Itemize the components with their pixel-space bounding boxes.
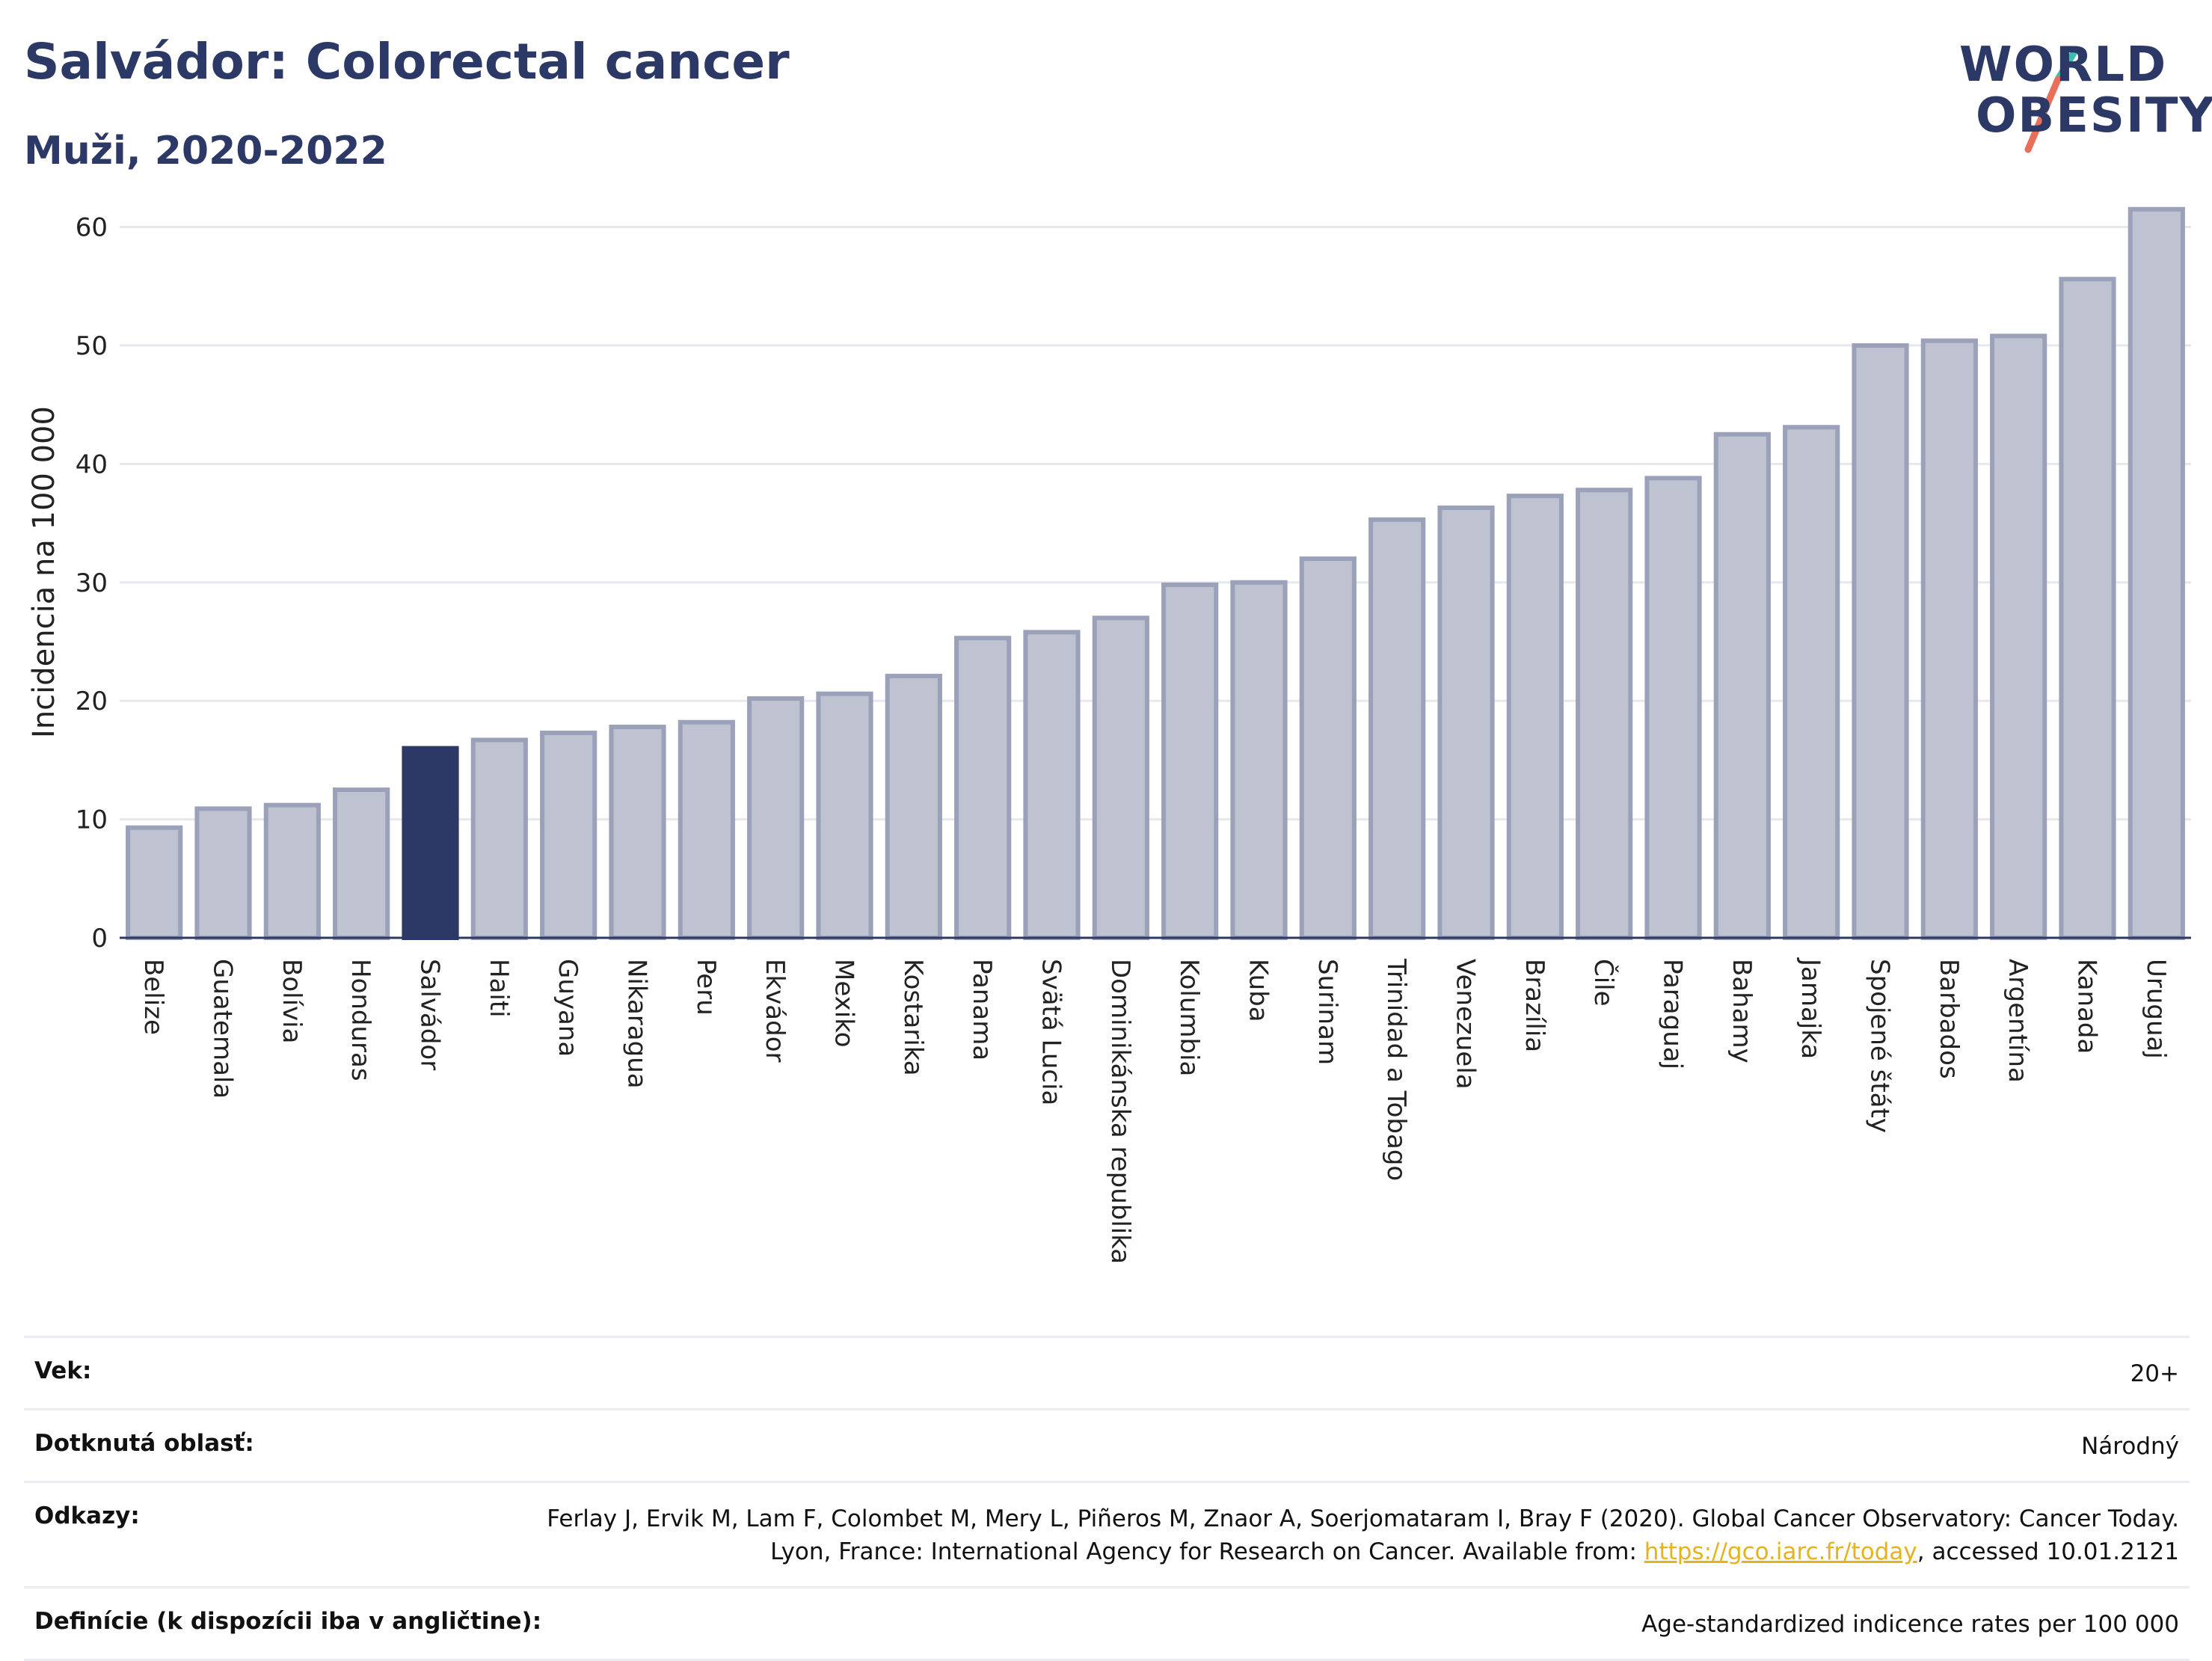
bar[interactable] [954, 636, 1012, 940]
age-value: 20+ [2130, 1360, 2179, 1387]
y-tick-label: 30 [76, 568, 108, 598]
y-tick-label: 50 [76, 331, 108, 361]
bar[interactable] [2127, 206, 2185, 940]
bar[interactable] [1990, 334, 2047, 940]
x-tick-label: Guyana [553, 959, 583, 1057]
x-tick-label: Argentína [2003, 959, 2033, 1083]
bar[interactable] [1230, 580, 1288, 940]
logo-word-obesity: OBESITY [1976, 88, 2212, 144]
meta-row-age: Vek: 20+ [24, 1336, 2190, 1408]
x-tick-label: Peru [691, 959, 721, 1016]
world-obesity-logo: WORLD OBESITY [1944, 22, 2212, 157]
bar[interactable] [1092, 615, 1149, 940]
x-tick-label: Kanada [2072, 959, 2102, 1054]
bar[interactable] [678, 719, 735, 940]
x-tick-label: Paraguaj [1658, 959, 1688, 1069]
x-tick-label: Belize [138, 959, 168, 1035]
age-label: Vek: [34, 1357, 92, 1384]
logo-stroke-icon [2024, 46, 2080, 153]
meta-row-definitions: Definície (k dispozícii iba v angličtine… [24, 1586, 2190, 1661]
bar[interactable] [1576, 488, 1633, 940]
bar[interactable] [1506, 494, 1564, 940]
references-link[interactable]: https://gco.iarc.fr/today [1644, 1538, 1917, 1565]
bar[interactable] [609, 725, 666, 940]
x-tick-label: Barbados [1934, 959, 1964, 1079]
y-axis-label: Incidencia na 100 000 [27, 406, 61, 738]
x-tick-label: Salvádor [415, 959, 445, 1070]
x-tick-label: Spojené štáty [1865, 959, 1895, 1133]
x-tick-label: Guatemala [208, 959, 238, 1099]
x-tick-label: Trinidad a Tobago [1381, 958, 1411, 1181]
bar[interactable] [1644, 476, 1702, 940]
bar[interactable] [1713, 432, 1771, 940]
bar[interactable] [1437, 505, 1495, 940]
x-tick-label: Svätá Lucia [1036, 959, 1066, 1105]
y-tick-label: 10 [76, 805, 108, 835]
bar[interactable] [1783, 425, 1840, 940]
x-tick-label: Bolívia [277, 959, 307, 1043]
meta-row-references: Odkazy: Ferlay J, Ervik M, Lam F, Colomb… [24, 1481, 2190, 1586]
definitions-value: Age-standardized indicence rates per 100… [1641, 1611, 2179, 1638]
bar[interactable] [1368, 517, 1426, 940]
bar[interactable] [470, 737, 528, 940]
bar[interactable] [747, 696, 805, 940]
logo-word-world: WORLD [1959, 37, 2168, 93]
x-tick-label: Surinam [1312, 959, 1342, 1065]
meta-row-area: Dotknutá oblasť: Národný [24, 1408, 2190, 1481]
x-tick-label: Uruguaj [2141, 959, 2171, 1059]
y-tick-label: 20 [76, 687, 108, 716]
bar[interactable] [1023, 630, 1081, 940]
references-text: Ferlay J, Ervik M, Lam F, Colombet M, Me… [547, 1505, 2179, 1565]
x-tick-label: Brazília [1520, 959, 1549, 1052]
x-tick-label: Jamajka [1795, 957, 1825, 1059]
y-tick-label: 60 [76, 213, 108, 243]
x-tick-label: Dominikánska republika [1105, 959, 1135, 1264]
area-label: Dotknutá oblasť: [34, 1430, 254, 1457]
x-tick-label: Kolumbia [1174, 959, 1204, 1076]
bar[interactable] [1161, 582, 1219, 941]
bar[interactable] [194, 806, 252, 941]
page-subtitle: Muži, 2020-2022 [24, 129, 387, 174]
bar[interactable] [885, 673, 942, 941]
bar-chart: 0 10 20 30 40 50 60 Belize Guatemala Bolívia Hondu… [27, 206, 2191, 1264]
x-tick-label: Kostarika [898, 959, 928, 1076]
x-tick-label: Nikaragua [622, 959, 652, 1089]
definitions-label: Definície (k dispozícii iba v angličtine… [34, 1608, 542, 1635]
bar[interactable] [402, 746, 459, 940]
bar[interactable] [2059, 277, 2116, 940]
bar[interactable] [816, 691, 873, 941]
x-tick-label: Kuba [1244, 959, 1274, 1022]
x-tick-label: Ekvádor [760, 959, 790, 1063]
x-tick-label: Bahamy [1727, 959, 1757, 1063]
references-tail: , accessed 10.01.2121 [1917, 1538, 2179, 1565]
bar[interactable] [1299, 556, 1357, 940]
bar[interactable] [126, 825, 183, 940]
page-title: Salvádor: Colorectal cancer [24, 33, 790, 90]
bar[interactable] [333, 787, 390, 940]
x-tick-label: Venezuela [1451, 959, 1481, 1090]
x-tick-label: Honduras [345, 959, 375, 1081]
references-value: Ferlay J, Ervik M, Lam F, Colombet M, Me… [534, 1502, 2179, 1568]
area-value: Národný [2081, 1433, 2179, 1460]
references-label: Odkazy: [34, 1502, 140, 1529]
bar[interactable] [1920, 338, 1978, 941]
metadata-table: Vek: 20+ Dotknutá oblasť: Národný Odkazy… [24, 1336, 2190, 1661]
y-tick-label: 0 [91, 924, 108, 954]
bar[interactable] [263, 802, 321, 940]
x-tick-label: Mexiko [829, 959, 859, 1048]
bar[interactable] [540, 730, 597, 940]
x-tick-label: Čile [1588, 959, 1619, 1007]
x-tick-label: Haiti [484, 959, 514, 1018]
x-tick-label: Panama [967, 959, 997, 1060]
bar[interactable] [1852, 343, 1909, 940]
y-tick-label: 40 [76, 449, 108, 479]
